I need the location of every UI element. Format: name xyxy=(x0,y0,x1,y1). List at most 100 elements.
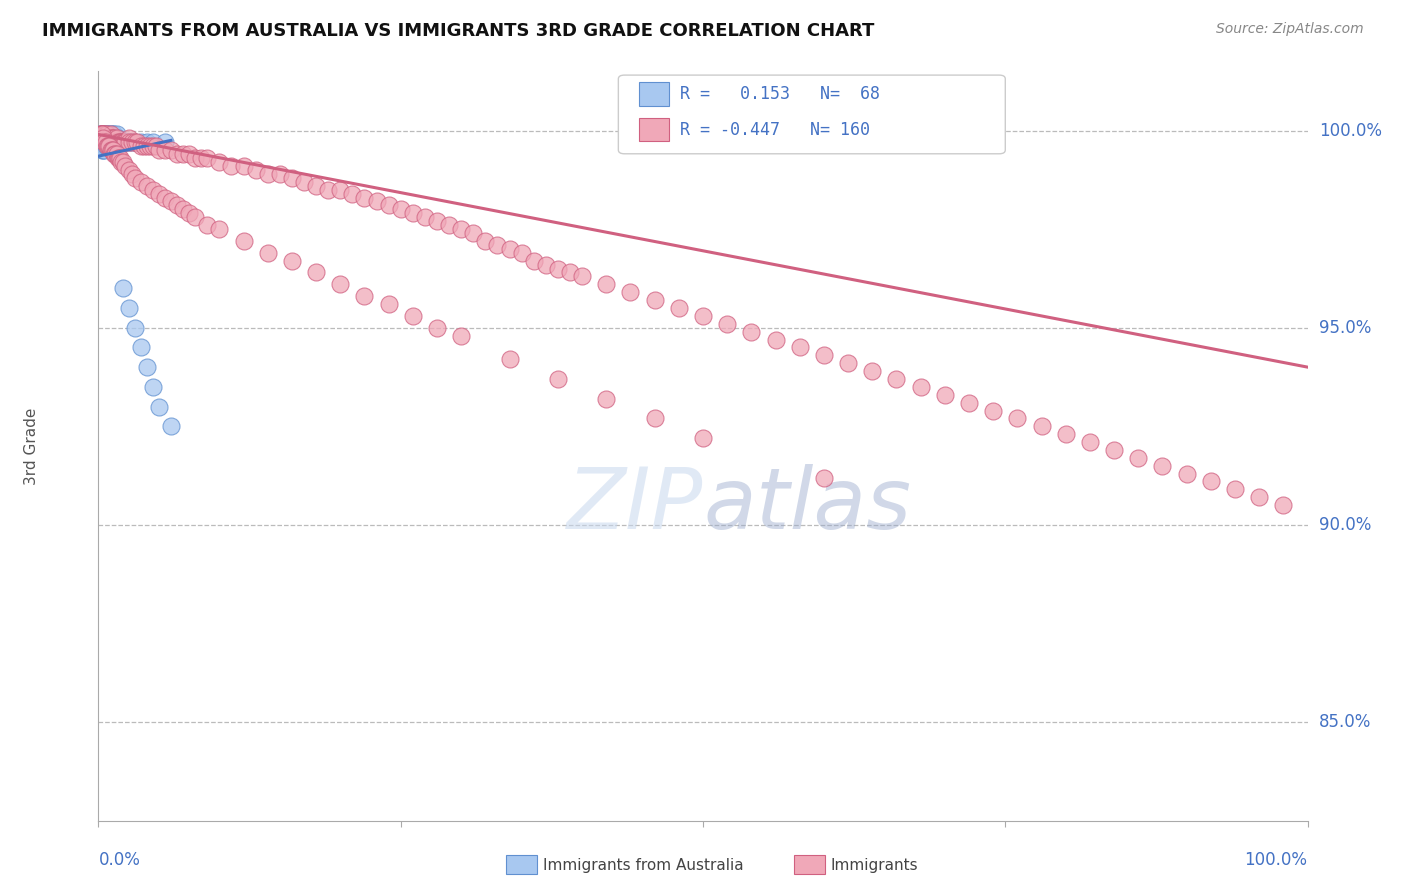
Point xyxy=(91,128,114,142)
Point xyxy=(118,163,141,178)
Point xyxy=(118,301,141,315)
Point xyxy=(148,400,170,414)
Text: IMMIGRANTS FROM AUSTRALIA VS IMMIGRANTS 3RD GRADE CORRELATION CHART: IMMIGRANTS FROM AUSTRALIA VS IMMIGRANTS … xyxy=(42,22,875,40)
Point xyxy=(547,372,569,386)
Point xyxy=(160,143,183,157)
Point xyxy=(135,178,157,193)
Point xyxy=(93,139,115,153)
Point xyxy=(91,128,114,142)
Point xyxy=(221,159,243,173)
Text: 85.0%: 85.0% xyxy=(1319,713,1371,731)
Point xyxy=(166,147,188,161)
Text: 100.0%: 100.0% xyxy=(1319,121,1382,139)
Point xyxy=(90,128,112,142)
Point xyxy=(91,139,114,153)
Point xyxy=(114,136,136,150)
Point xyxy=(91,139,114,153)
Point xyxy=(111,136,134,150)
Text: 100.0%: 100.0% xyxy=(1244,851,1308,869)
Point xyxy=(142,139,165,153)
Point xyxy=(389,202,412,217)
Point xyxy=(118,136,141,150)
Point xyxy=(104,136,127,150)
Point xyxy=(148,186,170,201)
Point xyxy=(100,131,122,145)
Point xyxy=(94,136,117,150)
Point xyxy=(486,238,509,252)
Point xyxy=(101,128,124,142)
Point xyxy=(93,128,115,142)
Point xyxy=(97,128,120,142)
Point xyxy=(93,136,115,150)
Point xyxy=(111,155,134,169)
Point xyxy=(316,183,339,197)
Point xyxy=(121,136,143,150)
Text: 3rd Grade: 3rd Grade xyxy=(24,408,39,484)
Text: atlas: atlas xyxy=(703,465,911,548)
Point xyxy=(110,155,132,169)
Point xyxy=(94,128,117,142)
Point xyxy=(98,128,121,142)
Point xyxy=(142,380,165,394)
Point xyxy=(94,131,117,145)
Point xyxy=(108,151,131,165)
Text: 95.0%: 95.0% xyxy=(1319,318,1371,336)
Point xyxy=(98,131,121,145)
Point xyxy=(1272,498,1295,512)
Point xyxy=(195,218,218,232)
Point xyxy=(981,403,1004,417)
Point xyxy=(124,136,146,150)
Point xyxy=(121,167,143,181)
Point xyxy=(450,222,472,236)
Point xyxy=(89,128,111,142)
Point xyxy=(93,143,115,157)
Point xyxy=(413,211,436,225)
Point xyxy=(329,183,352,197)
Point xyxy=(107,136,129,150)
Text: 90.0%: 90.0% xyxy=(1319,516,1371,534)
Point xyxy=(94,139,117,153)
Point xyxy=(1128,450,1150,465)
Point xyxy=(160,194,183,209)
Point xyxy=(232,234,254,248)
Point xyxy=(118,136,141,150)
Point xyxy=(142,136,165,150)
Point xyxy=(114,159,136,173)
Point xyxy=(91,131,114,145)
Point xyxy=(103,131,125,145)
Point xyxy=(100,143,122,157)
Point xyxy=(160,419,183,434)
Point xyxy=(172,147,194,161)
Point xyxy=(1223,483,1246,497)
Point xyxy=(101,131,124,145)
Point xyxy=(129,139,152,153)
Point xyxy=(498,352,520,367)
Point xyxy=(256,167,278,181)
Point xyxy=(100,128,122,142)
Point xyxy=(100,131,122,145)
Point xyxy=(90,131,112,145)
Point xyxy=(96,136,118,150)
Point xyxy=(91,136,114,150)
Point xyxy=(96,131,118,145)
Point xyxy=(377,198,399,212)
Point xyxy=(121,136,143,150)
Point xyxy=(1102,442,1125,457)
Point xyxy=(124,170,146,185)
Point xyxy=(329,277,352,292)
Point xyxy=(117,136,139,150)
Point xyxy=(145,139,167,153)
Point xyxy=(437,218,460,232)
Point xyxy=(124,320,146,334)
Point xyxy=(740,325,762,339)
Point xyxy=(813,470,835,484)
Point xyxy=(813,348,835,362)
Point xyxy=(101,143,124,157)
Point xyxy=(269,167,291,181)
Point xyxy=(94,136,117,150)
Point xyxy=(96,139,118,153)
Point xyxy=(139,139,162,153)
Point xyxy=(166,198,188,212)
Point xyxy=(619,285,641,300)
Point xyxy=(105,147,128,161)
